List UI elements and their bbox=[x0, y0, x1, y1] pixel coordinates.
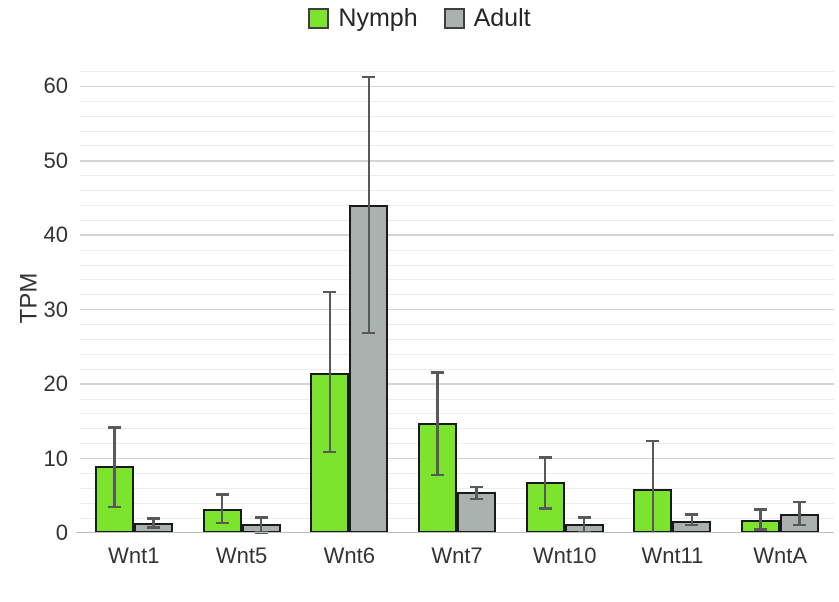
minor-gridline-26 bbox=[80, 338, 834, 340]
error-cap-bottom-adult-wnt6 bbox=[362, 331, 376, 335]
error-cap-top-nymph-wnt7 bbox=[431, 371, 444, 374]
minor-gridline-32 bbox=[80, 294, 834, 296]
error-bar-nymph-wnt1 bbox=[113, 427, 116, 507]
legend-item-nymph: Nymph bbox=[308, 4, 418, 33]
y-tick-label-50: 50 bbox=[43, 147, 68, 173]
y-tick-label-0: 0 bbox=[55, 520, 68, 545]
error-cap-top-nymph-wnt6 bbox=[323, 290, 337, 294]
error-bar-nymph-wnt10 bbox=[544, 457, 547, 509]
error-bar-adult-wnt1 bbox=[152, 518, 155, 528]
minor-gridline-12 bbox=[80, 443, 834, 445]
error-cap-top-adult-wnt11 bbox=[685, 513, 699, 516]
minor-gridline-14 bbox=[80, 428, 834, 430]
error-cap-top-adult-wnt6 bbox=[362, 75, 376, 79]
error-cap-top-adult-wnt10 bbox=[577, 516, 591, 519]
y-tick-label-10: 10 bbox=[43, 445, 68, 471]
minor-gridline-62 bbox=[80, 70, 834, 72]
major-gridline-30 bbox=[80, 308, 834, 311]
x-tick-label-wnt11: Wnt11 bbox=[641, 543, 704, 568]
y-tick-label-40: 40 bbox=[43, 222, 68, 248]
error-cap-bottom-adult-wnt1 bbox=[146, 526, 160, 529]
error-bar-adult-wnt5 bbox=[259, 517, 263, 533]
error-cap-bottom-adult-wnta bbox=[793, 523, 807, 527]
x-tick-label-wnt7: Wnt7 bbox=[431, 543, 483, 568]
minor-gridline-6 bbox=[80, 487, 834, 489]
error-bar-nymph-wnt5 bbox=[220, 494, 224, 523]
minor-gridline-56 bbox=[80, 115, 834, 117]
x-tick-label-wnta: WntA bbox=[753, 543, 808, 568]
minor-gridline-28 bbox=[80, 324, 834, 326]
minor-gridline-8 bbox=[80, 472, 834, 474]
error-cap-top-nymph-wnt5 bbox=[215, 493, 229, 496]
x-tick-label-wnt1: Wnt1 bbox=[108, 543, 160, 568]
y-tick-label-30: 30 bbox=[43, 296, 68, 322]
major-gridline-50 bbox=[80, 160, 834, 162]
error-cap-bottom-adult-wnt7 bbox=[470, 497, 483, 501]
error-bar-adult-wnta bbox=[798, 501, 801, 525]
minor-gridline-22 bbox=[80, 368, 834, 370]
error-bar-adult-wnt6 bbox=[367, 76, 370, 333]
error-cap-top-nymph-wnt1 bbox=[107, 426, 121, 429]
major-gridline-60 bbox=[80, 85, 834, 88]
error-cap-bottom-nymph-wnt10 bbox=[538, 507, 552, 510]
x-tick-label-wnt5: Wnt5 bbox=[215, 543, 268, 568]
legend-label-adult: Adult bbox=[473, 4, 531, 32]
major-gridline-20 bbox=[80, 383, 834, 385]
error-cap-bottom-nymph-wnta bbox=[754, 528, 768, 531]
major-gridline-10 bbox=[80, 457, 834, 460]
minor-gridline-18 bbox=[80, 398, 834, 400]
major-gridline-40 bbox=[80, 234, 834, 236]
minor-gridline-46 bbox=[80, 190, 834, 192]
x-tick-label-wnt10: Wnt10 bbox=[532, 543, 597, 568]
y-tick-label-60: 60 bbox=[43, 73, 68, 99]
minor-gridline-44 bbox=[80, 204, 834, 206]
error-bar-nymph-wnt6 bbox=[328, 291, 331, 452]
x-tick-label-wnt6: Wnt6 bbox=[323, 543, 375, 568]
minor-gridline-42 bbox=[80, 219, 834, 221]
error-cap-bottom-nymph-wnt5 bbox=[215, 521, 229, 525]
error-cap-top-adult-wnta bbox=[793, 500, 807, 504]
error-bar-nymph-wnta bbox=[759, 509, 762, 530]
minor-gridline-16 bbox=[80, 413, 834, 415]
legend-item-adult: Adult bbox=[443, 4, 531, 33]
minor-gridline-38 bbox=[80, 249, 834, 251]
minor-gridline-24 bbox=[80, 353, 834, 355]
y-tick-label-20: 20 bbox=[43, 371, 68, 397]
x-axis-line bbox=[76, 531, 834, 533]
minor-gridline-54 bbox=[80, 130, 834, 132]
error-bar-adult-wnt7 bbox=[475, 486, 478, 499]
error-cap-top-adult-wnt1 bbox=[146, 517, 160, 520]
minor-gridline-36 bbox=[80, 264, 834, 266]
minor-gridline-34 bbox=[80, 279, 834, 281]
minor-gridline-58 bbox=[80, 100, 834, 102]
error-cap-top-nymph-wnt11 bbox=[646, 439, 660, 443]
plot-area: 0 10 20 30 40 50 60 Wnt1 Wnt5 Wnt6 Wnt7 Wnt10 Wnt11 W… bbox=[44, 64, 834, 568]
error-cap-bottom-nymph-wnt1 bbox=[107, 505, 121, 509]
minor-gridline-52 bbox=[80, 145, 834, 147]
error-cap-top-nymph-wnta bbox=[754, 508, 768, 511]
error-cap-top-adult-wnt7 bbox=[470, 485, 483, 489]
error-cap-bottom-adult-wnt11 bbox=[685, 523, 699, 527]
error-bar-adult-wnt10 bbox=[583, 517, 586, 532]
error-bar-nymph-wnt7 bbox=[436, 372, 439, 475]
error-bar-adult-wnt11 bbox=[690, 514, 694, 525]
error-cap-bottom-nymph-wnt7 bbox=[431, 473, 444, 477]
legend: Nymph Adult bbox=[0, 4, 839, 33]
error-cap-top-adult-wnt5 bbox=[254, 516, 268, 519]
y-axis-title: TPM bbox=[15, 272, 43, 324]
legend-label-nymph: Nymph bbox=[338, 4, 418, 32]
minor-gridline-48 bbox=[80, 175, 834, 177]
nymph-swatch-icon bbox=[308, 8, 330, 29]
error-cap-top-nymph-wnt10 bbox=[538, 456, 552, 459]
adult-swatch-icon bbox=[443, 8, 465, 29]
error-cap-bottom-nymph-wnt6 bbox=[323, 450, 337, 454]
error-bar-nymph-wnt11 bbox=[651, 440, 655, 533]
